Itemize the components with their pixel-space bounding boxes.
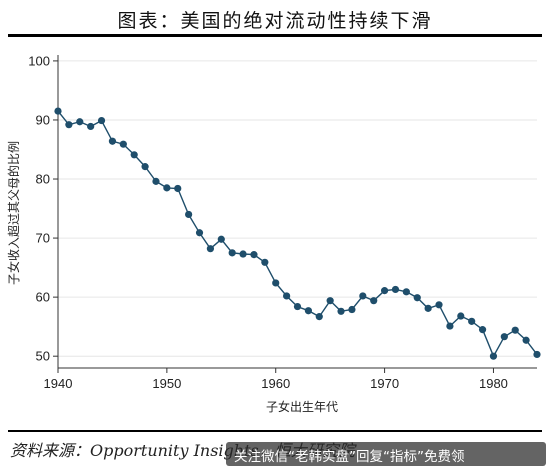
data-point	[76, 118, 84, 126]
data-point	[489, 352, 498, 360]
x-tick-label: 1980	[479, 376, 508, 391]
data-point	[337, 307, 345, 315]
x-axis-label: 子女出生年代	[266, 399, 338, 414]
watermark-banner	[226, 442, 546, 466]
footer-rule	[8, 430, 542, 432]
x-tick-label: 1960	[261, 376, 290, 391]
data-point	[293, 302, 302, 311]
data-point	[380, 287, 389, 295]
data-point	[108, 137, 117, 145]
data-point	[315, 313, 323, 321]
data-point	[261, 258, 269, 266]
data-point	[174, 184, 182, 193]
x-tick-label: 1940	[44, 376, 73, 391]
data-point	[468, 317, 476, 325]
data-point	[500, 333, 508, 341]
data-point	[326, 297, 334, 305]
x-tick-label: 1950	[152, 376, 181, 391]
y-tick-label: 50	[36, 349, 50, 364]
data-point	[359, 292, 367, 300]
series-line-path	[57, 110, 538, 358]
data-point	[446, 322, 454, 330]
data-point	[206, 245, 215, 253]
data-point	[435, 301, 443, 309]
data-point	[195, 229, 204, 237]
y-tick-label: 80	[36, 172, 50, 187]
data-point	[97, 116, 106, 125]
data-point	[511, 326, 519, 334]
data-point	[239, 250, 247, 258]
data-point	[185, 210, 193, 219]
data-point	[217, 235, 225, 243]
x-tick-label: 1970	[370, 376, 399, 391]
data-point	[348, 305, 356, 314]
data-point	[65, 121, 73, 129]
y-tick-label: 70	[36, 231, 50, 246]
data-point	[478, 326, 487, 334]
chart-title: 图表：美国的绝对流动性持续下滑	[117, 10, 433, 32]
data-point	[413, 294, 421, 302]
data-point	[424, 304, 432, 312]
data-point	[141, 163, 149, 171]
data-point	[522, 336, 530, 344]
data-point	[283, 292, 291, 300]
data-point	[391, 285, 400, 294]
axes: 50 60 70 80 90 100 1940 1950 1960 1970 1980	[28, 53, 537, 391]
data-point	[304, 307, 312, 315]
watermark-text: 关注微信“老韩实盘”回复“指标”免费领	[234, 449, 465, 465]
line-chart: 50 60 70 80 90 100 1940 1950 1960 1970 1980 子女出生年代…	[6, 53, 541, 414]
data-point	[250, 251, 258, 259]
data-point	[163, 184, 171, 192]
data-point	[87, 122, 95, 131]
data-point	[533, 350, 541, 359]
data-point	[402, 288, 410, 296]
y-tick-label: 100	[28, 53, 50, 68]
y-tick-label: 90	[36, 112, 50, 127]
title-rule	[8, 34, 542, 37]
y-axis-label: 子女收入超过其父母的比例	[6, 141, 21, 285]
data-point	[370, 297, 378, 305]
data-point	[272, 279, 280, 287]
data-point	[228, 249, 236, 257]
data-point	[54, 107, 62, 115]
data-point	[130, 151, 138, 159]
data-point	[119, 140, 127, 148]
series-line	[54, 107, 541, 360]
gridlines	[58, 60, 537, 357]
data-point	[457, 312, 465, 320]
data-point	[152, 177, 160, 185]
y-tick-label: 60	[36, 290, 50, 305]
